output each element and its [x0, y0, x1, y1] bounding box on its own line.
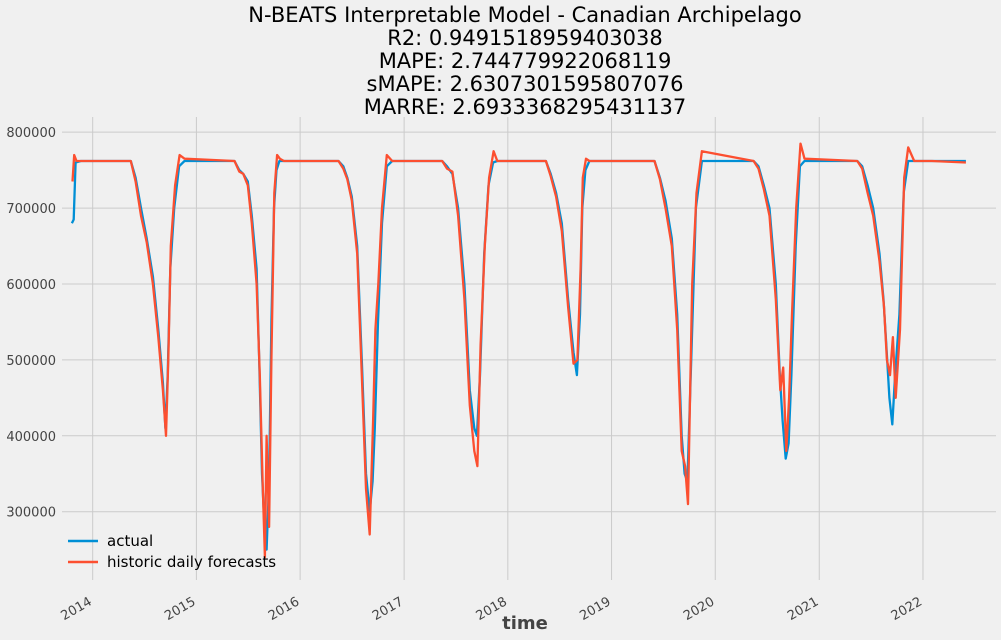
y-tick-labels: 300000 400000 500000 600000 700000 800000 [6, 126, 56, 521]
y-tick-label: 400000 [6, 430, 56, 445]
y-gridlines [62, 131, 996, 513]
y-tick-label: 700000 [6, 202, 56, 217]
y-tick-label: 300000 [6, 506, 56, 521]
legend-label-forecast: historic daily forecasts [107, 553, 276, 571]
title-line-mape: MAPE: 2.744779922068119 [379, 49, 672, 73]
title-line-model: N-BEATS Interpretable Model - Canadian A… [248, 3, 801, 27]
title-line-r2: R2: 0.9491518959403038 [387, 26, 663, 50]
series-layer [70, 142, 966, 559]
title-line-marre: MARRE: 2.6933368295431137 [364, 95, 687, 119]
x-gridlines [92, 117, 924, 580]
series-line-forecast [71, 142, 966, 559]
y-tick-label: 800000 [6, 126, 56, 141]
y-tick-label: 600000 [6, 278, 56, 293]
legend: actual historic daily forecasts [68, 532, 276, 571]
chart-title: N-BEATS Interpretable Model - Canadian A… [248, 3, 801, 119]
legend-label-actual: actual [107, 532, 153, 550]
title-line-smape: sMAPE: 2.6307301595807076 [367, 72, 684, 96]
x-axis-label: time [502, 613, 548, 634]
y-tick-label: 500000 [6, 354, 56, 369]
